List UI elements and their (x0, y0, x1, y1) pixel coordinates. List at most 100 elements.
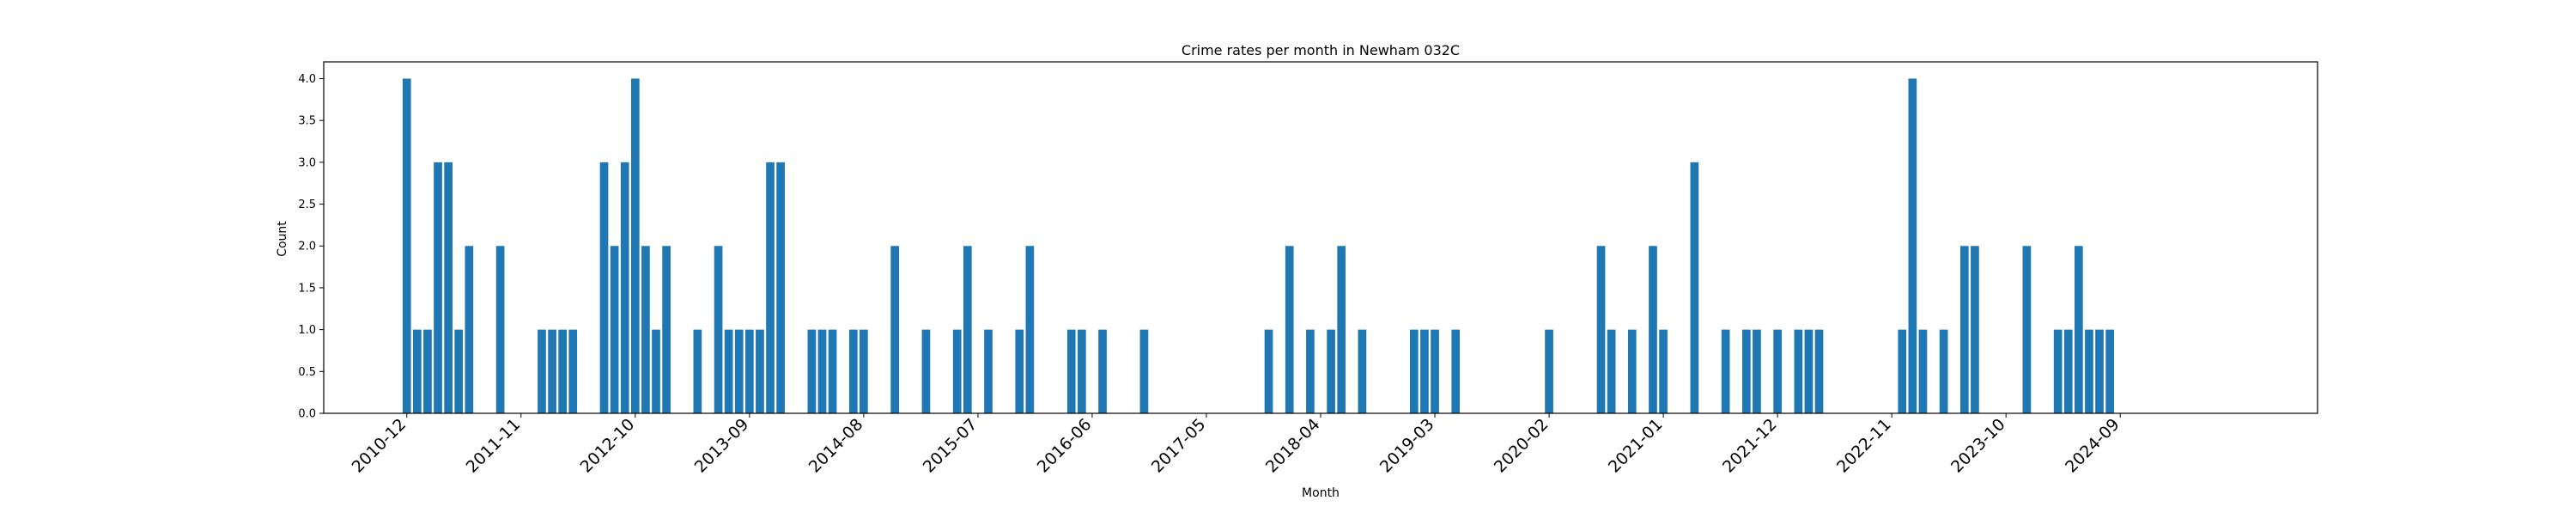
bar-2013-07 (724, 329, 733, 413)
x-tick-label: 2013-09 (691, 415, 753, 477)
bar-2021-01 (1659, 329, 1668, 413)
y-tick-label: 1.0 (298, 324, 316, 337)
bar-2011-02 (423, 329, 432, 413)
bar-2010-12 (402, 78, 411, 413)
bar-2015-11 (1015, 329, 1024, 413)
bar-2016-05 (1078, 329, 1086, 413)
bar-2011-09 (495, 246, 505, 413)
bar-2023-04 (1939, 329, 1948, 413)
bar-2021-07 (1721, 329, 1730, 413)
bar-2023-01 (1908, 78, 1917, 413)
x-tick-label: 2011-11 (463, 415, 525, 477)
bar-2012-09 (620, 162, 629, 414)
y-tick-label: 0.5 (298, 366, 316, 379)
bar-2023-06 (1959, 246, 1969, 413)
bar-2015-06 (963, 246, 972, 413)
bar-2022-03 (1804, 329, 1814, 413)
bar-2018-03 (1306, 329, 1315, 413)
bar-2020-08 (1607, 329, 1616, 413)
bar-2011-05 (454, 329, 464, 413)
bar-2024-05 (2075, 246, 2083, 413)
bar-2024-04 (2063, 329, 2073, 413)
bar-2021-10 (1753, 329, 1761, 413)
bar-2021-12 (1773, 329, 1782, 413)
bar-2014-05 (828, 329, 837, 413)
bar-2023-12 (2022, 246, 2032, 413)
bar-2015-08 (984, 329, 993, 413)
bar-2012-04 (568, 329, 578, 413)
x-tick-label: 2024-09 (2062, 415, 2123, 477)
bar-2016-04 (1066, 329, 1076, 413)
bar-2019-02 (1420, 329, 1429, 413)
bar-2012-07 (599, 162, 609, 414)
y-axis-label: Count (276, 221, 289, 257)
bar-2017-11 (1264, 329, 1273, 413)
plot-frame (323, 61, 2318, 414)
bar-2023-02 (1918, 329, 1928, 413)
bar-2021-04 (1690, 162, 1699, 414)
x-tick-label: 2010-12 (349, 415, 410, 477)
bar-2016-11 (1139, 329, 1149, 413)
x-tick-label: 2016-06 (1034, 415, 1096, 477)
bar-2011-04 (444, 162, 453, 414)
chart-title: Crime rates per month in Newham 032C (1182, 42, 1460, 58)
bar-2011-01 (413, 329, 422, 413)
bar-2012-02 (548, 329, 556, 413)
bar-2012-12 (652, 329, 660, 413)
bars-group (402, 78, 2114, 414)
bar-2016-07 (1098, 329, 1107, 413)
bar-2014-11 (890, 246, 899, 413)
bar-2013-09 (745, 329, 754, 413)
bar-2019-05 (1451, 329, 1461, 413)
bar-2024-07 (2095, 329, 2104, 413)
bar-2013-08 (734, 329, 744, 413)
bar-2024-03 (2053, 329, 2063, 413)
bar-2015-12 (1025, 246, 1035, 413)
y-axis: 0.0 0.5 1.0 1.5 2.0 2.5 3.0 3.5 4.0 (298, 73, 324, 421)
x-axis-label: Month (1302, 486, 1340, 500)
bar-2018-08 (1358, 329, 1367, 413)
y-tick-label: 3.0 (298, 156, 316, 169)
bar-2018-01 (1285, 246, 1294, 413)
bar-2015-02 (921, 329, 931, 413)
y-tick-label: 3.5 (298, 115, 316, 128)
bar-2015-05 (952, 329, 962, 413)
bar-2012-03 (558, 329, 567, 413)
x-tick-label: 2022-11 (1833, 415, 1895, 477)
bar-2020-02 (1545, 329, 1553, 413)
bar-2020-07 (1596, 246, 1606, 413)
bar-2011-06 (465, 246, 474, 413)
bar-2022-04 (1814, 329, 1824, 413)
x-tick-label: 2017-05 (1148, 415, 1210, 477)
y-tick-label: 2.5 (298, 198, 316, 211)
bar-2013-10 (756, 329, 764, 413)
x-tick-label: 2020-02 (1491, 415, 1552, 477)
bar-2012-01 (538, 329, 546, 413)
bar-2023-07 (1971, 246, 1979, 413)
x-tick-label: 2021-12 (1719, 415, 1781, 477)
x-tick-label: 2023-10 (1947, 415, 2009, 477)
bar-2014-07 (848, 329, 858, 413)
x-tick-label: 2018-04 (1262, 415, 1324, 477)
bar-2019-01 (1410, 329, 1419, 413)
bar-2014-08 (860, 329, 868, 413)
bar-2013-06 (714, 246, 723, 413)
bar-2022-12 (1898, 329, 1907, 413)
x-tick-label: 2014-08 (805, 415, 867, 477)
bar-2020-10 (1627, 329, 1637, 413)
bar-2011-03 (434, 162, 442, 414)
x-axis: 2010-12 2011-11 2012-10 2013-09 2014-08 2015-… (349, 413, 2123, 477)
bar-2022-02 (1794, 329, 1803, 413)
bar-2013-12 (776, 162, 785, 414)
y-tick-label: 2.0 (298, 241, 316, 253)
bar-2012-10 (630, 78, 640, 413)
bar-2013-04 (693, 329, 702, 413)
y-tick-label: 0.0 (298, 408, 316, 421)
y-tick-label: 4.0 (298, 73, 316, 86)
bar-2013-01 (662, 246, 671, 413)
y-tick-label: 1.5 (298, 282, 316, 295)
bar-2024-08 (2105, 329, 2114, 413)
x-tick-label: 2021-01 (1605, 415, 1667, 477)
